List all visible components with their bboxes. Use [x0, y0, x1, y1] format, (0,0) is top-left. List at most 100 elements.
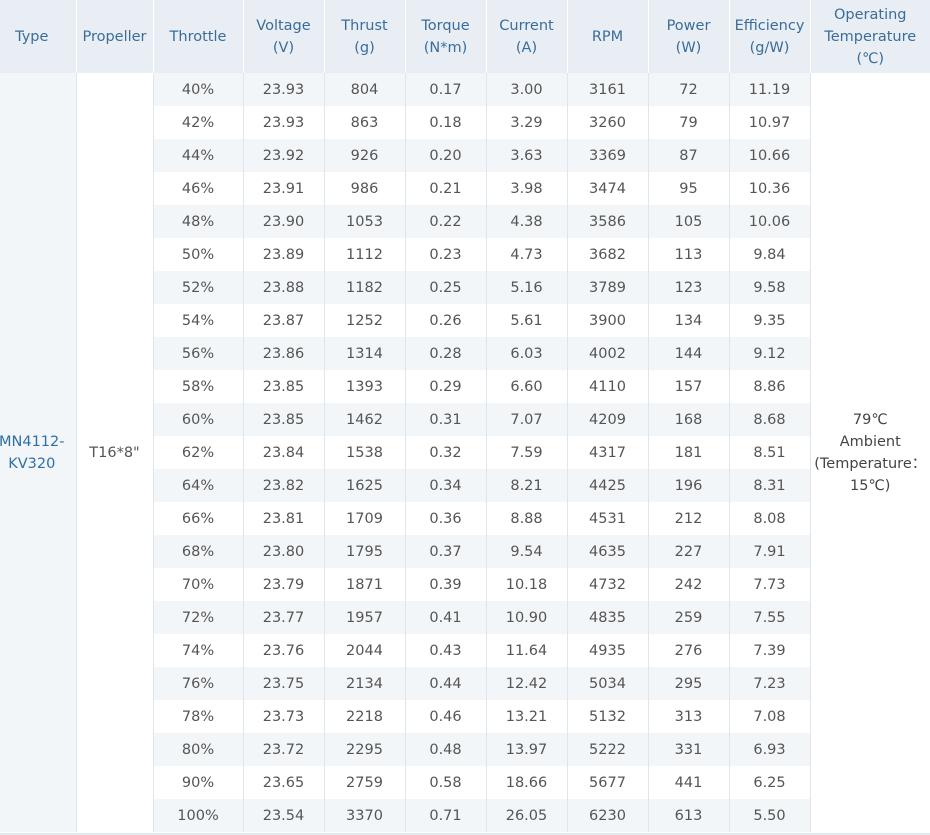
table-cell: 23.80 [243, 535, 325, 568]
table-cell: 62% [153, 436, 244, 469]
table-cell: 0.29 [405, 370, 487, 403]
table-cell: 4.38 [486, 205, 568, 238]
table-cell: 1795 [324, 535, 406, 568]
table-cell: 52% [153, 271, 244, 304]
table-cell: 23.76 [243, 634, 325, 667]
table-cell: 1462 [324, 403, 406, 436]
table-cell: 212 [648, 502, 730, 535]
column-header-text: Voltage [256, 17, 311, 34]
table-row: 80% 23.72 2295 0.48 13.97 5222 331 6.93 [0, 733, 930, 766]
table-cell: 0.28 [405, 337, 487, 370]
table-cell: 6.60 [486, 370, 568, 403]
table-cell: 23.89 [243, 238, 325, 271]
table-cell: 157 [648, 370, 730, 403]
column-header-text: RPM [591, 28, 624, 45]
table-row: 90% 23.65 2759 0.58 18.66 5677 441 6.25 [0, 766, 930, 799]
table-cell: 9.12 [729, 337, 811, 370]
table-cell: 23.86 [243, 337, 325, 370]
column-header: Propeller [76, 0, 154, 73]
table-cell: 0.32 [405, 436, 487, 469]
table-body: MN4112- KV320 T16*8" 40% 23.93 804 0.17 3.00 316… [0, 73, 930, 832]
table-cell: 78% [153, 700, 244, 733]
column-header: Power (W) [648, 0, 730, 73]
column-header-text: (g/W) [749, 39, 790, 56]
table-cell: 0.23 [405, 238, 487, 271]
table-row: 58% 23.85 1393 0.29 6.60 4110 157 8.86 [0, 370, 930, 403]
table-cell: 76% [153, 667, 244, 700]
table-row: 42% 23.93 863 0.18 3.29 3260 79 10.97 [0, 106, 930, 139]
table-cell: 4002 [567, 337, 649, 370]
column-header-text: Throttle [169, 28, 227, 45]
table-row: 62% 23.84 1538 0.32 7.59 4317 181 8.51 [0, 436, 930, 469]
table-cell: 6.03 [486, 337, 568, 370]
table-cell: 72 [648, 73, 730, 106]
table-cell: 6230 [567, 799, 649, 832]
table-cell: 0.31 [405, 403, 487, 436]
table-cell: 8.21 [486, 469, 568, 502]
table-cell: 7.55 [729, 601, 811, 634]
motor-type-cell: MN4112- KV320 [0, 73, 77, 832]
propeller-text: T16*8" [89, 444, 140, 461]
table-cell: 0.39 [405, 568, 487, 601]
table-cell: 804 [324, 73, 406, 106]
table-cell: 313 [648, 700, 730, 733]
table-cell: 5.61 [486, 304, 568, 337]
table-row: 68% 23.80 1795 0.37 9.54 4635 227 7.91 [0, 535, 930, 568]
table-cell: 168 [648, 403, 730, 436]
table-cell: 79 [648, 106, 730, 139]
table-cell: 134 [648, 304, 730, 337]
operating-temperature-cell: 79℃ Ambient (Temperature： 15℃) [810, 73, 930, 832]
table-cell: 1957 [324, 601, 406, 634]
table-cell: 196 [648, 469, 730, 502]
table-cell: 23.93 [243, 106, 325, 139]
table-cell: 4.73 [486, 238, 568, 271]
column-header-text: Type [15, 28, 49, 45]
column-header: RPM [567, 0, 649, 73]
table-cell: 3789 [567, 271, 649, 304]
table-cell: 74% [153, 634, 244, 667]
table-cell: 23.88 [243, 271, 325, 304]
table-cell: 4317 [567, 436, 649, 469]
table-cell: 5677 [567, 766, 649, 799]
column-header-text: (V) [272, 39, 295, 56]
table-cell: 68% [153, 535, 244, 568]
column-header-text: (N*m) [423, 39, 468, 56]
column-header: Efficiency (g/W) [729, 0, 811, 73]
table-cell: 4732 [567, 568, 649, 601]
table-cell: 3161 [567, 73, 649, 106]
table-cell: 1053 [324, 205, 406, 238]
table-cell: 6.93 [729, 733, 811, 766]
table-cell: 3.00 [486, 73, 568, 106]
table-cell: 1112 [324, 238, 406, 271]
table-cell: 13.97 [486, 733, 568, 766]
table-cell: 0.41 [405, 601, 487, 634]
table-cell: 23.54 [243, 799, 325, 832]
motor-type-text: MN4112- [0, 433, 65, 450]
table-cell: 5132 [567, 700, 649, 733]
column-header: Throttle [153, 0, 244, 73]
table-row: 50% 23.89 1112 0.23 4.73 3682 113 9.84 [0, 238, 930, 271]
table-cell: 7.23 [729, 667, 811, 700]
table-cell: 23.77 [243, 601, 325, 634]
table-row: MN4112- KV320 T16*8" 40% 23.93 804 0.17 3.00 316… [0, 73, 930, 832]
table-row: 76% 23.75 2134 0.44 12.42 5034 295 7.23 [0, 667, 930, 700]
table-cell: 11.19 [729, 73, 811, 106]
header-row: Type Propeller Throttle Voltage (V) Thrust (g)… [0, 0, 930, 73]
table-cell: 23.92 [243, 139, 325, 172]
table-cell: 10.18 [486, 568, 568, 601]
table-row: 46% 23.91 986 0.21 3.98 3474 95 10.36 [0, 172, 930, 205]
table-cell: 11.64 [486, 634, 568, 667]
table-row: 74% 23.76 2044 0.43 11.64 4935 276 7.39 [0, 634, 930, 667]
table-cell: 3900 [567, 304, 649, 337]
column-header: Torque (N*m) [405, 0, 487, 73]
table-cell: 0.26 [405, 304, 487, 337]
table-cell: 0.17 [405, 73, 487, 106]
table-cell: 12.42 [486, 667, 568, 700]
table-cell: 23.73 [243, 700, 325, 733]
table-cell: 1625 [324, 469, 406, 502]
table-cell: 4110 [567, 370, 649, 403]
table-cell: 9.35 [729, 304, 811, 337]
table-cell: 0.46 [405, 700, 487, 733]
table-cell: 60% [153, 403, 244, 436]
column-header: Operating Temperature (℃) [810, 0, 930, 73]
